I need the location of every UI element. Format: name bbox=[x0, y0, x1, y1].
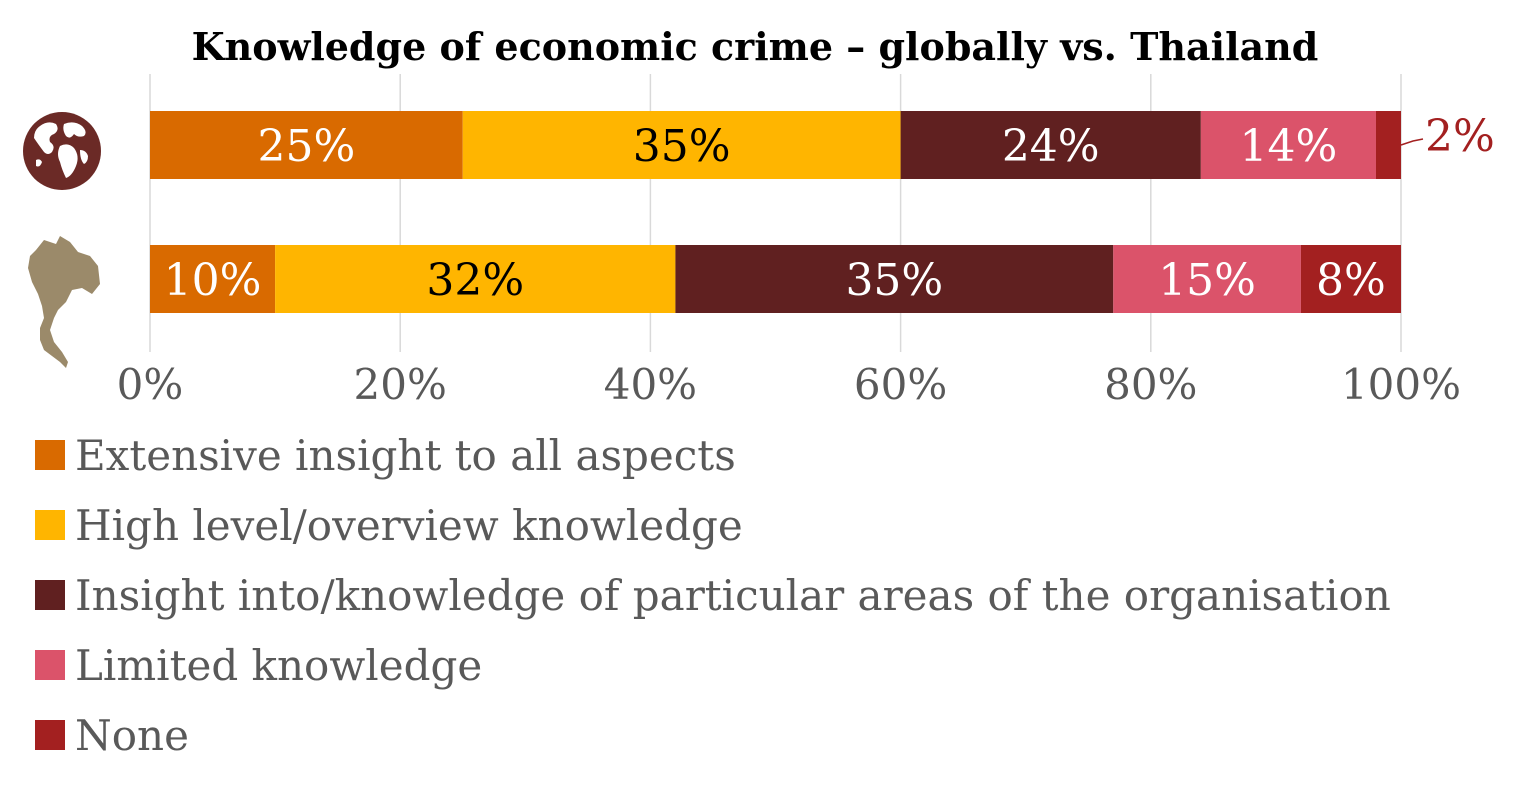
legend-swatch bbox=[35, 720, 65, 750]
thailand-map-icon bbox=[28, 236, 100, 368]
data-label: 25% bbox=[257, 121, 355, 172]
legend-swatch bbox=[35, 440, 65, 470]
bar-segment bbox=[675, 245, 1114, 313]
data-label: 8% bbox=[1316, 255, 1386, 306]
legend-label: High level/overview knowledge bbox=[75, 501, 743, 550]
legend-swatch bbox=[35, 650, 65, 680]
leader-line bbox=[1400, 138, 1424, 146]
bars bbox=[150, 111, 1401, 313]
bar-segment bbox=[1113, 245, 1301, 313]
bar-segment bbox=[1300, 245, 1401, 313]
data-label: 35% bbox=[633, 121, 731, 172]
legend-item: High level/overview knowledge bbox=[35, 501, 743, 550]
legend-label: Insight into/knowledge of particular are… bbox=[75, 571, 1391, 620]
bar-segment bbox=[275, 245, 676, 313]
row-icons bbox=[23, 112, 101, 368]
x-tick-label: 80% bbox=[1104, 360, 1197, 409]
legend: Extensive insight to all aspects High lev… bbox=[35, 431, 1391, 760]
data-label: 2% bbox=[1425, 111, 1495, 162]
bar-segment bbox=[1375, 111, 1401, 179]
x-tick-label: 40% bbox=[604, 360, 697, 409]
legend-item: None bbox=[35, 711, 189, 760]
data-label: 35% bbox=[845, 255, 943, 306]
data-label: 15% bbox=[1158, 255, 1256, 306]
legend-swatch bbox=[35, 580, 65, 610]
x-tick-label: 0% bbox=[117, 360, 184, 409]
globe-icon bbox=[23, 112, 101, 190]
chart-title: Knowledge of economic crime – globally v… bbox=[192, 24, 1319, 69]
bar-segment bbox=[462, 111, 901, 179]
legend-label: Limited knowledge bbox=[75, 641, 482, 690]
legend-swatch bbox=[35, 510, 65, 540]
legend-item: Extensive insight to all aspects bbox=[35, 431, 736, 480]
bar-segment bbox=[900, 111, 1201, 179]
data-labels: 25% 35% 24% 14% 2% 10% 32% 35% 15% 8% bbox=[164, 111, 1495, 306]
x-tick-label: 60% bbox=[854, 360, 947, 409]
legend-label: Extensive insight to all aspects bbox=[75, 431, 736, 480]
bar-segment bbox=[150, 245, 276, 313]
data-label: 24% bbox=[1002, 121, 1100, 172]
legend-item: Limited knowledge bbox=[35, 641, 482, 690]
x-tick-label: 100% bbox=[1341, 360, 1461, 409]
data-label: 10% bbox=[164, 255, 262, 306]
bar-segment bbox=[1200, 111, 1376, 179]
legend-label: None bbox=[75, 711, 189, 760]
bar-segment bbox=[150, 111, 463, 179]
x-axis-ticks: 0% 20% 40% 60% 80% 100% bbox=[117, 360, 1461, 409]
data-label: 32% bbox=[426, 255, 524, 306]
x-tick-label: 20% bbox=[354, 360, 447, 409]
data-label: 14% bbox=[1240, 121, 1338, 172]
legend-item: Insight into/knowledge of particular are… bbox=[35, 571, 1391, 620]
